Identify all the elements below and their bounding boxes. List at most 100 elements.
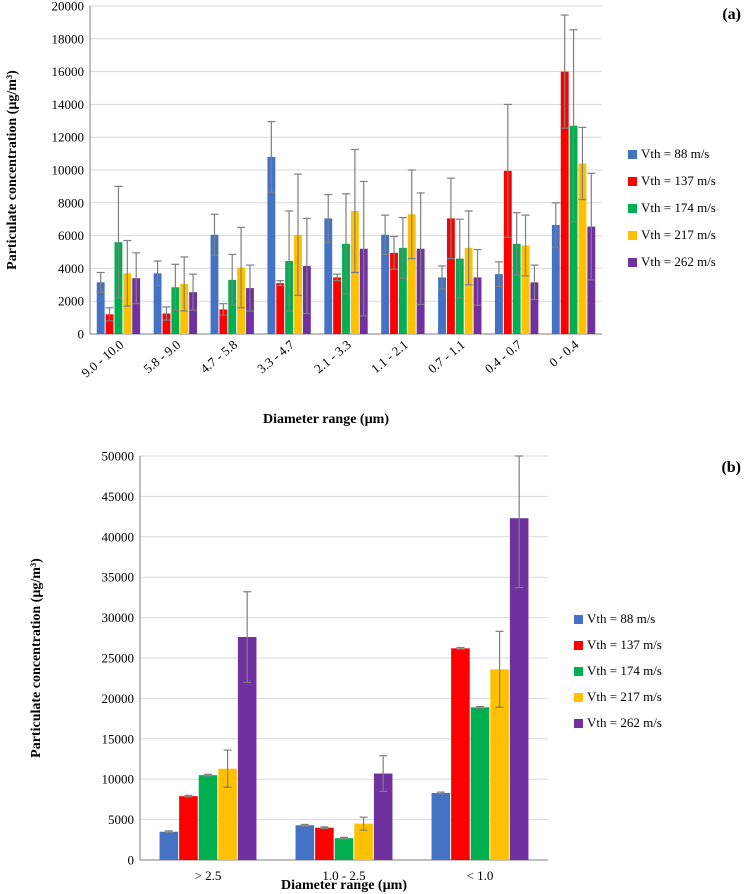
y-tick-label: 0: [78, 327, 85, 342]
legend-entry: Vth = 88 m/s: [641, 146, 709, 161]
legend-entry: Vth = 262 m/s: [641, 254, 716, 269]
bar: [407, 214, 416, 334]
bar: [315, 827, 334, 860]
bar: [381, 234, 390, 334]
legend-swatch: [628, 204, 637, 213]
y-tick-label: 4000: [58, 261, 84, 276]
legend-entry: Vth = 137 m/s: [587, 637, 662, 652]
legend-entry: Vth = 217 m/s: [587, 689, 662, 704]
x-tick-label: 1.1 - 2.1: [368, 337, 411, 376]
x-tick-label: 3.3 - 4.7: [254, 336, 297, 376]
bar: [464, 247, 473, 334]
bar: [551, 224, 560, 334]
bar: [295, 825, 315, 860]
y-tick-label: 10000: [102, 772, 135, 787]
y-tick-label: 0: [128, 853, 135, 868]
bar: [324, 218, 333, 334]
bar: [198, 775, 218, 860]
y-tick-label: 5000: [108, 812, 134, 827]
bar: [512, 243, 521, 334]
bar: [162, 313, 171, 334]
bar: [333, 277, 342, 334]
legend-swatch: [574, 693, 583, 702]
y-tick-label: 30000: [102, 610, 135, 625]
bar: [189, 292, 198, 334]
legend-swatch: [628, 177, 637, 186]
bar: [398, 247, 407, 334]
y-tick-label: 20000: [52, 0, 85, 14]
bar: [530, 282, 539, 334]
bar: [334, 838, 354, 860]
legend-entry: Vth = 174 m/s: [641, 200, 716, 215]
legend-entry: Vth = 88 m/s: [587, 611, 655, 626]
bar: [210, 234, 219, 334]
x-tick-label: < 1.0: [467, 868, 494, 883]
y-tick-label: 15000: [102, 731, 135, 746]
x-tick-label: 0.4 - 0.7: [482, 336, 525, 376]
y-axis-title: Particulate concentration (µg/m³): [5, 70, 20, 270]
bar: [159, 831, 179, 860]
legend-entry: Vth = 217 m/s: [641, 227, 716, 242]
y-tick-label: 40000: [102, 529, 135, 544]
x-axis-title: Diameter range (µm): [281, 878, 407, 893]
bar: [276, 283, 285, 334]
legend-swatch: [628, 258, 637, 267]
bar: [354, 823, 373, 860]
bar: [494, 274, 503, 334]
y-tick-label: 35000: [102, 570, 135, 585]
legend-swatch: [574, 615, 583, 624]
bar: [509, 518, 529, 860]
legend-swatch: [574, 641, 583, 650]
bar: [446, 218, 455, 334]
y-tick-label: 25000: [102, 651, 135, 666]
bar: [503, 170, 512, 334]
legend-swatch: [628, 150, 637, 159]
legend-entry: Vth = 174 m/s: [587, 663, 662, 678]
bar: [569, 125, 578, 334]
panel-label: (b): [721, 459, 741, 476]
chart-panel-b: 0 5000 10000 15000 20000 25000 30000 35000 40000…: [29, 449, 741, 894]
x-axis-title: Diameter range (µm): [263, 412, 389, 427]
bar: [373, 773, 393, 860]
legend-swatch: [574, 667, 583, 676]
bar: [218, 768, 237, 860]
x-tick-label: 4.7 - 5.8: [197, 337, 240, 376]
bar: [451, 648, 470, 860]
bar: [490, 669, 509, 860]
bar: [438, 277, 446, 334]
y-tick-label: 50000: [102, 449, 135, 464]
x-tick-label: 2.1 - 3.3: [311, 337, 354, 376]
panel-label: (a): [722, 6, 741, 23]
x-tick-label: 5.8 - 9.0: [140, 337, 183, 376]
bar: [521, 245, 530, 334]
y-tick-label: 2000: [58, 294, 84, 309]
bar: [560, 71, 569, 334]
y-tick-label: 16000: [52, 64, 85, 79]
bar: [470, 707, 490, 860]
bar: [267, 156, 276, 334]
bar: [179, 796, 198, 860]
legend-swatch: [574, 719, 583, 728]
x-tick-label: 1.0 - 2.5: [322, 868, 365, 883]
x-tick-label: 0.7 - 1.1: [425, 337, 468, 376]
bar: [219, 309, 228, 334]
bar: [578, 163, 587, 334]
y-tick-label: 45000: [102, 489, 135, 504]
legend-swatch: [628, 231, 637, 240]
y-axis-title: Particulate concentration (µg/m³): [29, 558, 44, 758]
legend-entry: Vth = 137 m/s: [641, 173, 716, 188]
x-tick-label: 0 - 0.4: [546, 336, 582, 369]
bar: [431, 792, 451, 860]
bar: [390, 252, 398, 334]
bar: [132, 278, 141, 334]
y-tick-label: 8000: [58, 195, 84, 210]
legend-entry: Vth = 262 m/s: [587, 715, 662, 730]
bar: [96, 282, 105, 334]
y-tick-label: 12000: [52, 130, 85, 145]
y-tick-label: 20000: [102, 691, 135, 706]
y-tick-label: 6000: [58, 228, 84, 243]
x-tick-label: > 2.5: [195, 868, 222, 883]
bar: [237, 636, 257, 860]
y-tick-label: 10000: [52, 163, 85, 178]
